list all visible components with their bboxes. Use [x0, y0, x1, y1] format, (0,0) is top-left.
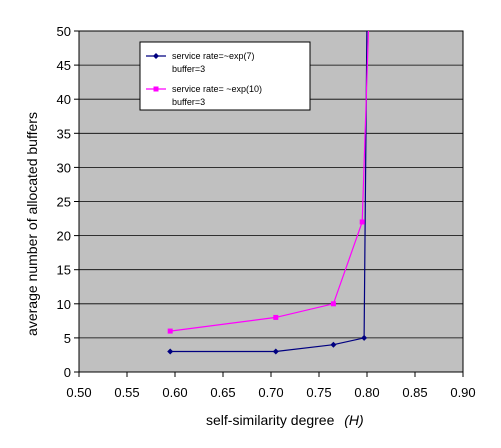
y-tick-label: 50	[57, 24, 71, 39]
y-tick-labels: 0 5 10 15 20 25 30 35 40 45 50	[57, 24, 71, 380]
x-tick-label: 0.80	[354, 385, 379, 400]
x-tick-label: 0.90	[450, 385, 475, 400]
legend-label-series-2-line2: buffer=3	[172, 97, 205, 107]
legend-label-series-1-line2: buffer=3	[172, 64, 205, 74]
x-tick-labels: 0.50 0.55 0.60 0.65 0.70 0.75 0.80 0.85 0.90	[66, 385, 475, 400]
legend-label-series-1-line1: service rate=~exp(7)	[172, 51, 255, 61]
x-axis-title: self-similarity degree (H)	[206, 412, 364, 428]
series-1-point	[330, 341, 337, 348]
legend: service rate=~exp(7) buffer=3 service ra…	[139, 41, 311, 111]
legend-marker-series-1	[153, 53, 159, 59]
y-tick-label: 35	[57, 126, 71, 141]
y-tick-label: 40	[57, 92, 71, 107]
x-tick-label: 0.65	[210, 385, 235, 400]
series-layer	[167, 31, 370, 355]
x-tick-label: 0.60	[162, 385, 187, 400]
y-axis-title: average number of allocated buffers	[24, 112, 40, 336]
x-tick-label: 0.85	[402, 385, 427, 400]
y-tick-label: 15	[57, 263, 71, 278]
y-tick-label: 30	[57, 160, 71, 175]
y-tick-label: 5	[64, 331, 71, 346]
y-tick-label: 10	[57, 297, 71, 312]
series-2-point	[273, 314, 279, 320]
x-tick-label: 0.55	[114, 385, 139, 400]
x-tick-label: 0.75	[306, 385, 331, 400]
legend-marker-series-2	[153, 86, 159, 92]
y-tick-label: 20	[57, 229, 71, 244]
series-2-point	[330, 301, 336, 307]
y-tick-label: 45	[57, 58, 71, 73]
x-axis-title-text: self-similarity degree	[206, 412, 335, 428]
legend-label-series-2-line1: service rate= ~exp(10)	[172, 84, 262, 94]
x-tick-label: 0.70	[258, 385, 283, 400]
y-tick-label: 25	[57, 195, 71, 210]
series-2-point	[167, 328, 173, 334]
y-tick-label: 0	[64, 365, 71, 380]
x-axis-title-symbol: (H)	[344, 412, 363, 428]
axes	[74, 30, 464, 377]
series-1-point	[167, 348, 174, 355]
series-1-point	[272, 348, 279, 355]
x-tick-label: 0.50	[66, 385, 91, 400]
legend-box	[139, 41, 311, 111]
series-2-point	[359, 219, 365, 225]
series-1-point	[361, 334, 368, 341]
